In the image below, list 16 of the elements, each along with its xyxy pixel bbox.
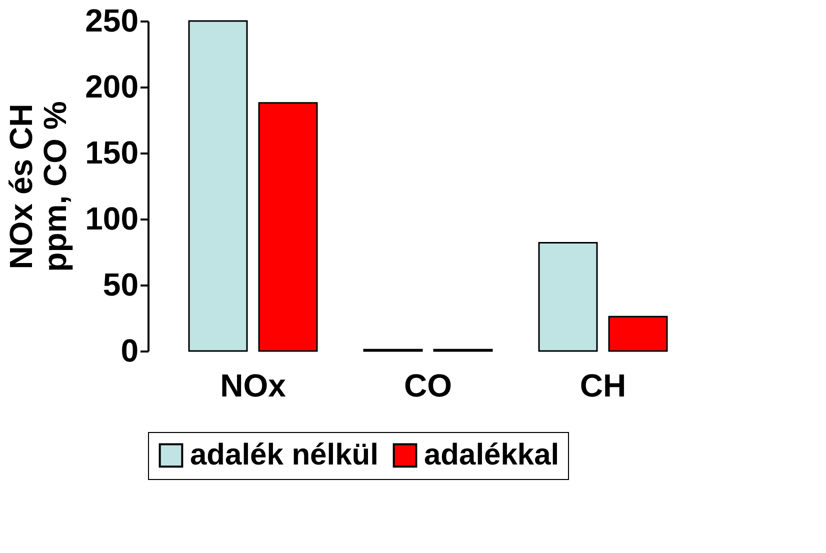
bar xyxy=(188,20,248,352)
y-tick-label: 50 xyxy=(102,266,138,302)
x-tick-label: NOx xyxy=(220,368,286,404)
legend-label: adalék nélkül xyxy=(190,438,378,472)
y-tick-label: 100 xyxy=(85,200,138,236)
bar xyxy=(608,316,668,352)
y-tick-label: 150 xyxy=(85,134,138,170)
x-tick-label: CH xyxy=(580,368,626,404)
y-axis-title: NOx és CH ppm, CO % xyxy=(3,101,74,272)
x-tick-label: CO xyxy=(404,368,452,404)
legend-label: adalékkal xyxy=(424,438,560,472)
y-tick-label: 200 xyxy=(85,68,138,104)
bar xyxy=(538,242,598,352)
y-tick-label: 0 xyxy=(120,332,138,368)
bar xyxy=(258,102,318,352)
y-tick-label: 250 xyxy=(85,2,138,38)
